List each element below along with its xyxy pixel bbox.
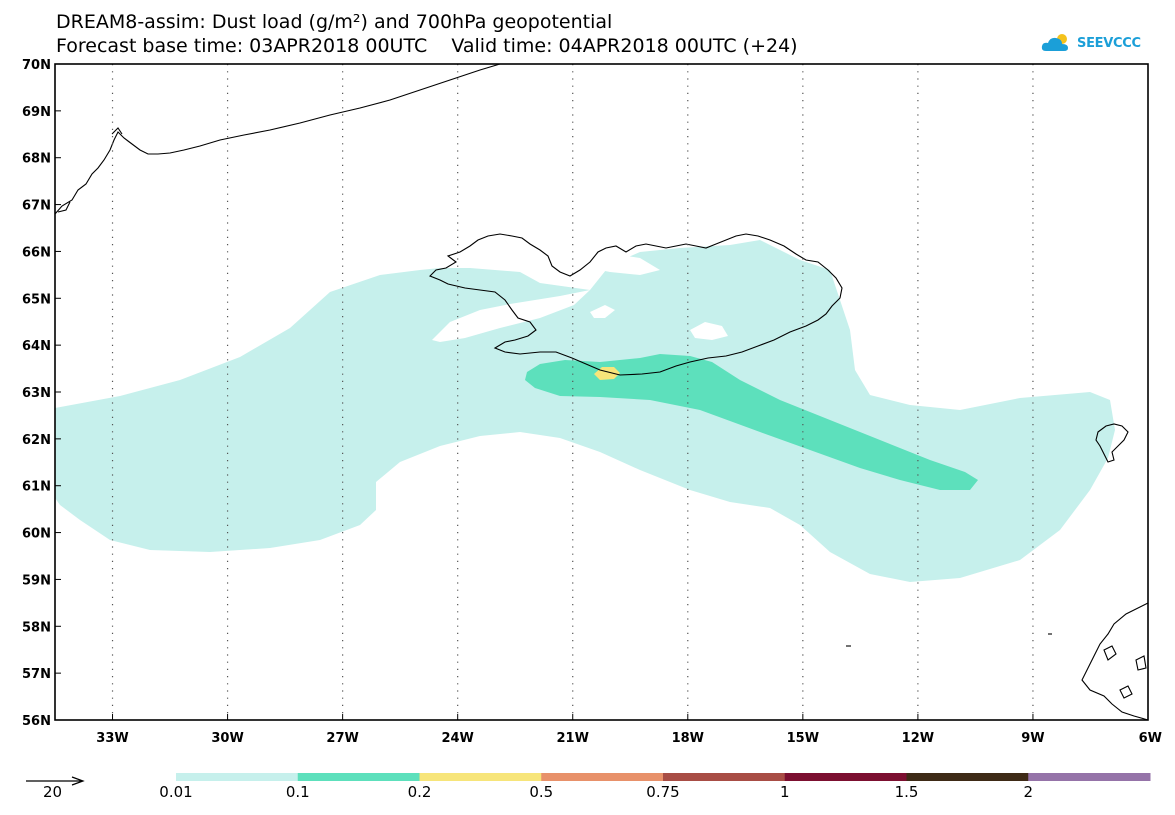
coast-faroe [1095, 423, 1129, 463]
lat-label: 61N [22, 480, 51, 495]
reference-vector-label: 20 [43, 783, 63, 801]
lat-label: 59N [22, 573, 51, 588]
color-bar-label: 0.2 [407, 783, 432, 801]
coast-greenland [54, 63, 501, 215]
color-bar-label: 1 [779, 783, 790, 801]
lat-label: 70N [22, 58, 51, 73]
lat-label: 68N [22, 152, 51, 167]
longitude-labels: 33W 30W 27W 24W 21W 18W 15W 12W 9W 6W [96, 714, 1162, 746]
lat-label: 65N [22, 292, 51, 307]
color-bar-segment [541, 773, 664, 781]
lon-label: 12W [902, 731, 934, 746]
lat-label: 69N [22, 105, 51, 120]
lat-label: 63N [22, 386, 51, 401]
lat-label: 64N [22, 339, 51, 354]
coast-iceland [429, 233, 843, 376]
lat-label: 56N [22, 714, 51, 729]
lon-label: 33W [96, 731, 128, 746]
seevccc-logo: SEEVCCC [1040, 30, 1141, 56]
color-bar-segment [176, 773, 299, 781]
lat-label: 60N [22, 527, 51, 542]
lat-label: 58N [22, 620, 51, 635]
dust-0.1-field [525, 354, 978, 490]
lon-label: 9W [1021, 731, 1044, 746]
lon-label: 6W [1139, 731, 1162, 746]
color-bar-label: 2 [1023, 783, 1034, 801]
lat-label: 67N [22, 199, 51, 214]
map-subtitle: Forecast base time: 03APR2018 00UTC Vali… [56, 35, 798, 57]
cloud-sun-icon [1041, 34, 1068, 51]
map-title: DREAM8-assim: Dust load (g/m²) and 700hP… [56, 11, 613, 33]
lat-label: 66N [22, 245, 51, 260]
lon-label: 30W [211, 731, 243, 746]
color-bar-segment [419, 773, 542, 781]
color-bar-segment [906, 773, 1029, 781]
logo-text: SEEVCCC [1077, 35, 1141, 51]
lat-label: 57N [22, 667, 51, 682]
color-bar-segment [1028, 773, 1151, 781]
color-bar [176, 773, 1151, 781]
color-bar-label: 0.5 [529, 783, 554, 801]
lon-label: 21W [557, 731, 589, 746]
color-bar-segment [784, 773, 907, 781]
coastlines [54, 63, 1149, 721]
lon-label: 18W [672, 731, 704, 746]
color-bar-segment [297, 773, 420, 781]
lat-label: 62N [22, 433, 51, 448]
color-bar-label: 1.5 [894, 783, 919, 801]
latitude-labels: 70N 69N 68N 67N 66N 65N 64N 63N 62N 61N 60N 59N 58N 5… [22, 58, 61, 729]
lon-label: 15W [787, 731, 819, 746]
coast-scotland [1081, 602, 1149, 721]
lon-label: 27W [326, 731, 358, 746]
color-bar-label: 0.01 [159, 783, 193, 801]
color-bar-label: 0.1 [285, 783, 310, 801]
dust-0.01-field [55, 240, 1115, 582]
lon-label: 24W [441, 731, 473, 746]
color-bar-label: 0.75 [646, 783, 680, 801]
reference-vector-arrow [26, 776, 85, 786]
color-bar-segment [663, 773, 786, 781]
